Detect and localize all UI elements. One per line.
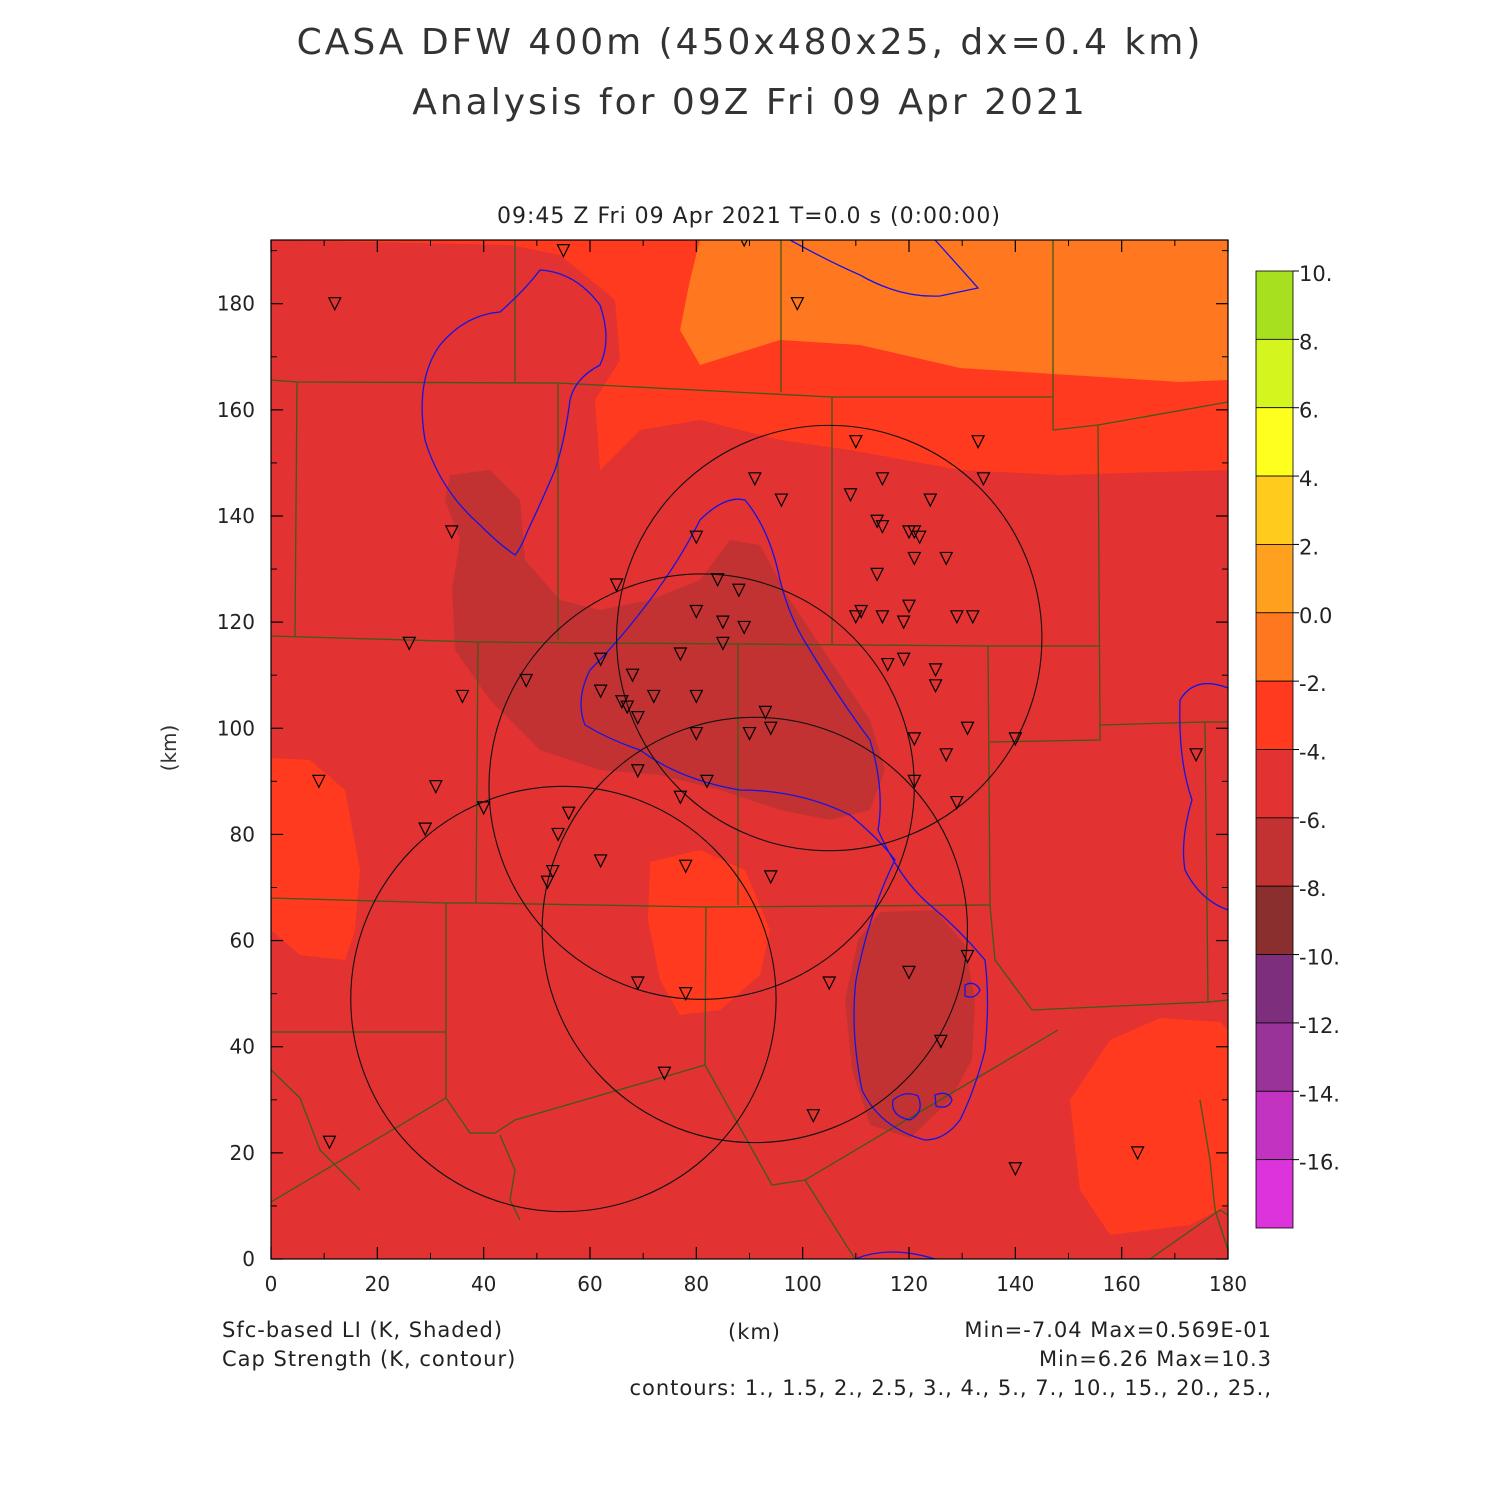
- y-tick-label: 160: [217, 398, 255, 422]
- y-tick-label: 40: [230, 1035, 255, 1059]
- colorbar-swatch: [1256, 476, 1293, 544]
- y-tick-label: 100: [217, 716, 255, 740]
- contour-field-label: Cap Strength (K, contour): [222, 1347, 516, 1371]
- colorbar-label: 8.: [1299, 330, 1319, 354]
- x-tick-label: 180: [1209, 1272, 1247, 1296]
- map-figure: 0 20 40 60 80 100 120 140 160 180 0 20 40 60 80 100 120…: [0, 0, 1500, 1500]
- x-tick-label: 120: [890, 1272, 928, 1296]
- x-axis-label: (km): [728, 1320, 781, 1344]
- colorbar-swatch: [1256, 681, 1293, 749]
- colorbar-swatch: [1256, 1023, 1293, 1091]
- colorbar-swatch: [1256, 1091, 1293, 1159]
- colorbar-label: 6.: [1299, 399, 1319, 423]
- y-tick-label: 120: [217, 610, 255, 634]
- x-tick-label: 80: [684, 1272, 709, 1296]
- colorbar-swatch: [1256, 408, 1293, 476]
- colorbar-label: 10.: [1299, 262, 1332, 286]
- colorbar-swatch: [1256, 818, 1293, 886]
- colorbar-label: -16.: [1299, 1151, 1340, 1175]
- colorbar-label: -4.: [1299, 741, 1327, 765]
- x-tick-label: 40: [471, 1272, 496, 1296]
- colorbar: 10. 8. 6. 4. 2. 0.0 -2. -4. -6. -8. -10. -12. -14. -1…: [1256, 262, 1340, 1228]
- colorbar-label: -10.: [1299, 946, 1340, 970]
- y-tick-label: 20: [230, 1141, 255, 1165]
- colorbar-label: -6.: [1299, 809, 1327, 833]
- x-tick-label: 140: [996, 1272, 1034, 1296]
- y-tick-label: 80: [230, 822, 255, 846]
- y-tick-label: 140: [217, 504, 255, 528]
- y-tick-label: 180: [217, 292, 255, 316]
- colorbar-swatch: [1256, 886, 1293, 954]
- colorbar-label: -12.: [1299, 1014, 1340, 1038]
- colorbar-swatch: [1256, 339, 1293, 407]
- colorbar-swatch: [1256, 1160, 1293, 1228]
- shaded-field-label: Sfc-based LI (K, Shaded): [222, 1318, 503, 1342]
- y-axis-label: (km): [157, 725, 181, 772]
- x-tick-label: 0: [265, 1272, 278, 1296]
- colorbar-swatch: [1256, 955, 1293, 1023]
- colorbar-label: -14.: [1299, 1082, 1340, 1106]
- shaded-field-stats: Min=-7.04 Max=0.569E-01: [964, 1318, 1272, 1342]
- x-tick-label: 100: [784, 1272, 822, 1296]
- colorbar-swatch: [1256, 544, 1293, 612]
- contour-levels: contours: 1., 1.5, 2., 2.5, 3., 4., 5., …: [629, 1376, 1272, 1400]
- colorbar-label: -2.: [1299, 672, 1327, 696]
- colorbar-label: -8.: [1299, 877, 1327, 901]
- x-tick-label: 20: [365, 1272, 390, 1296]
- contour-field-stats: Min=6.26 Max=10.3: [1039, 1347, 1272, 1371]
- colorbar-swatch: [1256, 613, 1293, 681]
- colorbar-swatch: [1256, 271, 1293, 339]
- colorbar-label: 2.: [1299, 535, 1319, 559]
- y-tick-label: 0: [242, 1247, 255, 1271]
- colorbar-label: 4.: [1299, 467, 1319, 491]
- colorbar-label: 0.0: [1299, 604, 1332, 628]
- y-tick-label: 60: [230, 929, 255, 953]
- x-tick-label: 160: [1103, 1272, 1141, 1296]
- x-tick-label: 60: [577, 1272, 602, 1296]
- colorbar-swatch: [1256, 750, 1293, 818]
